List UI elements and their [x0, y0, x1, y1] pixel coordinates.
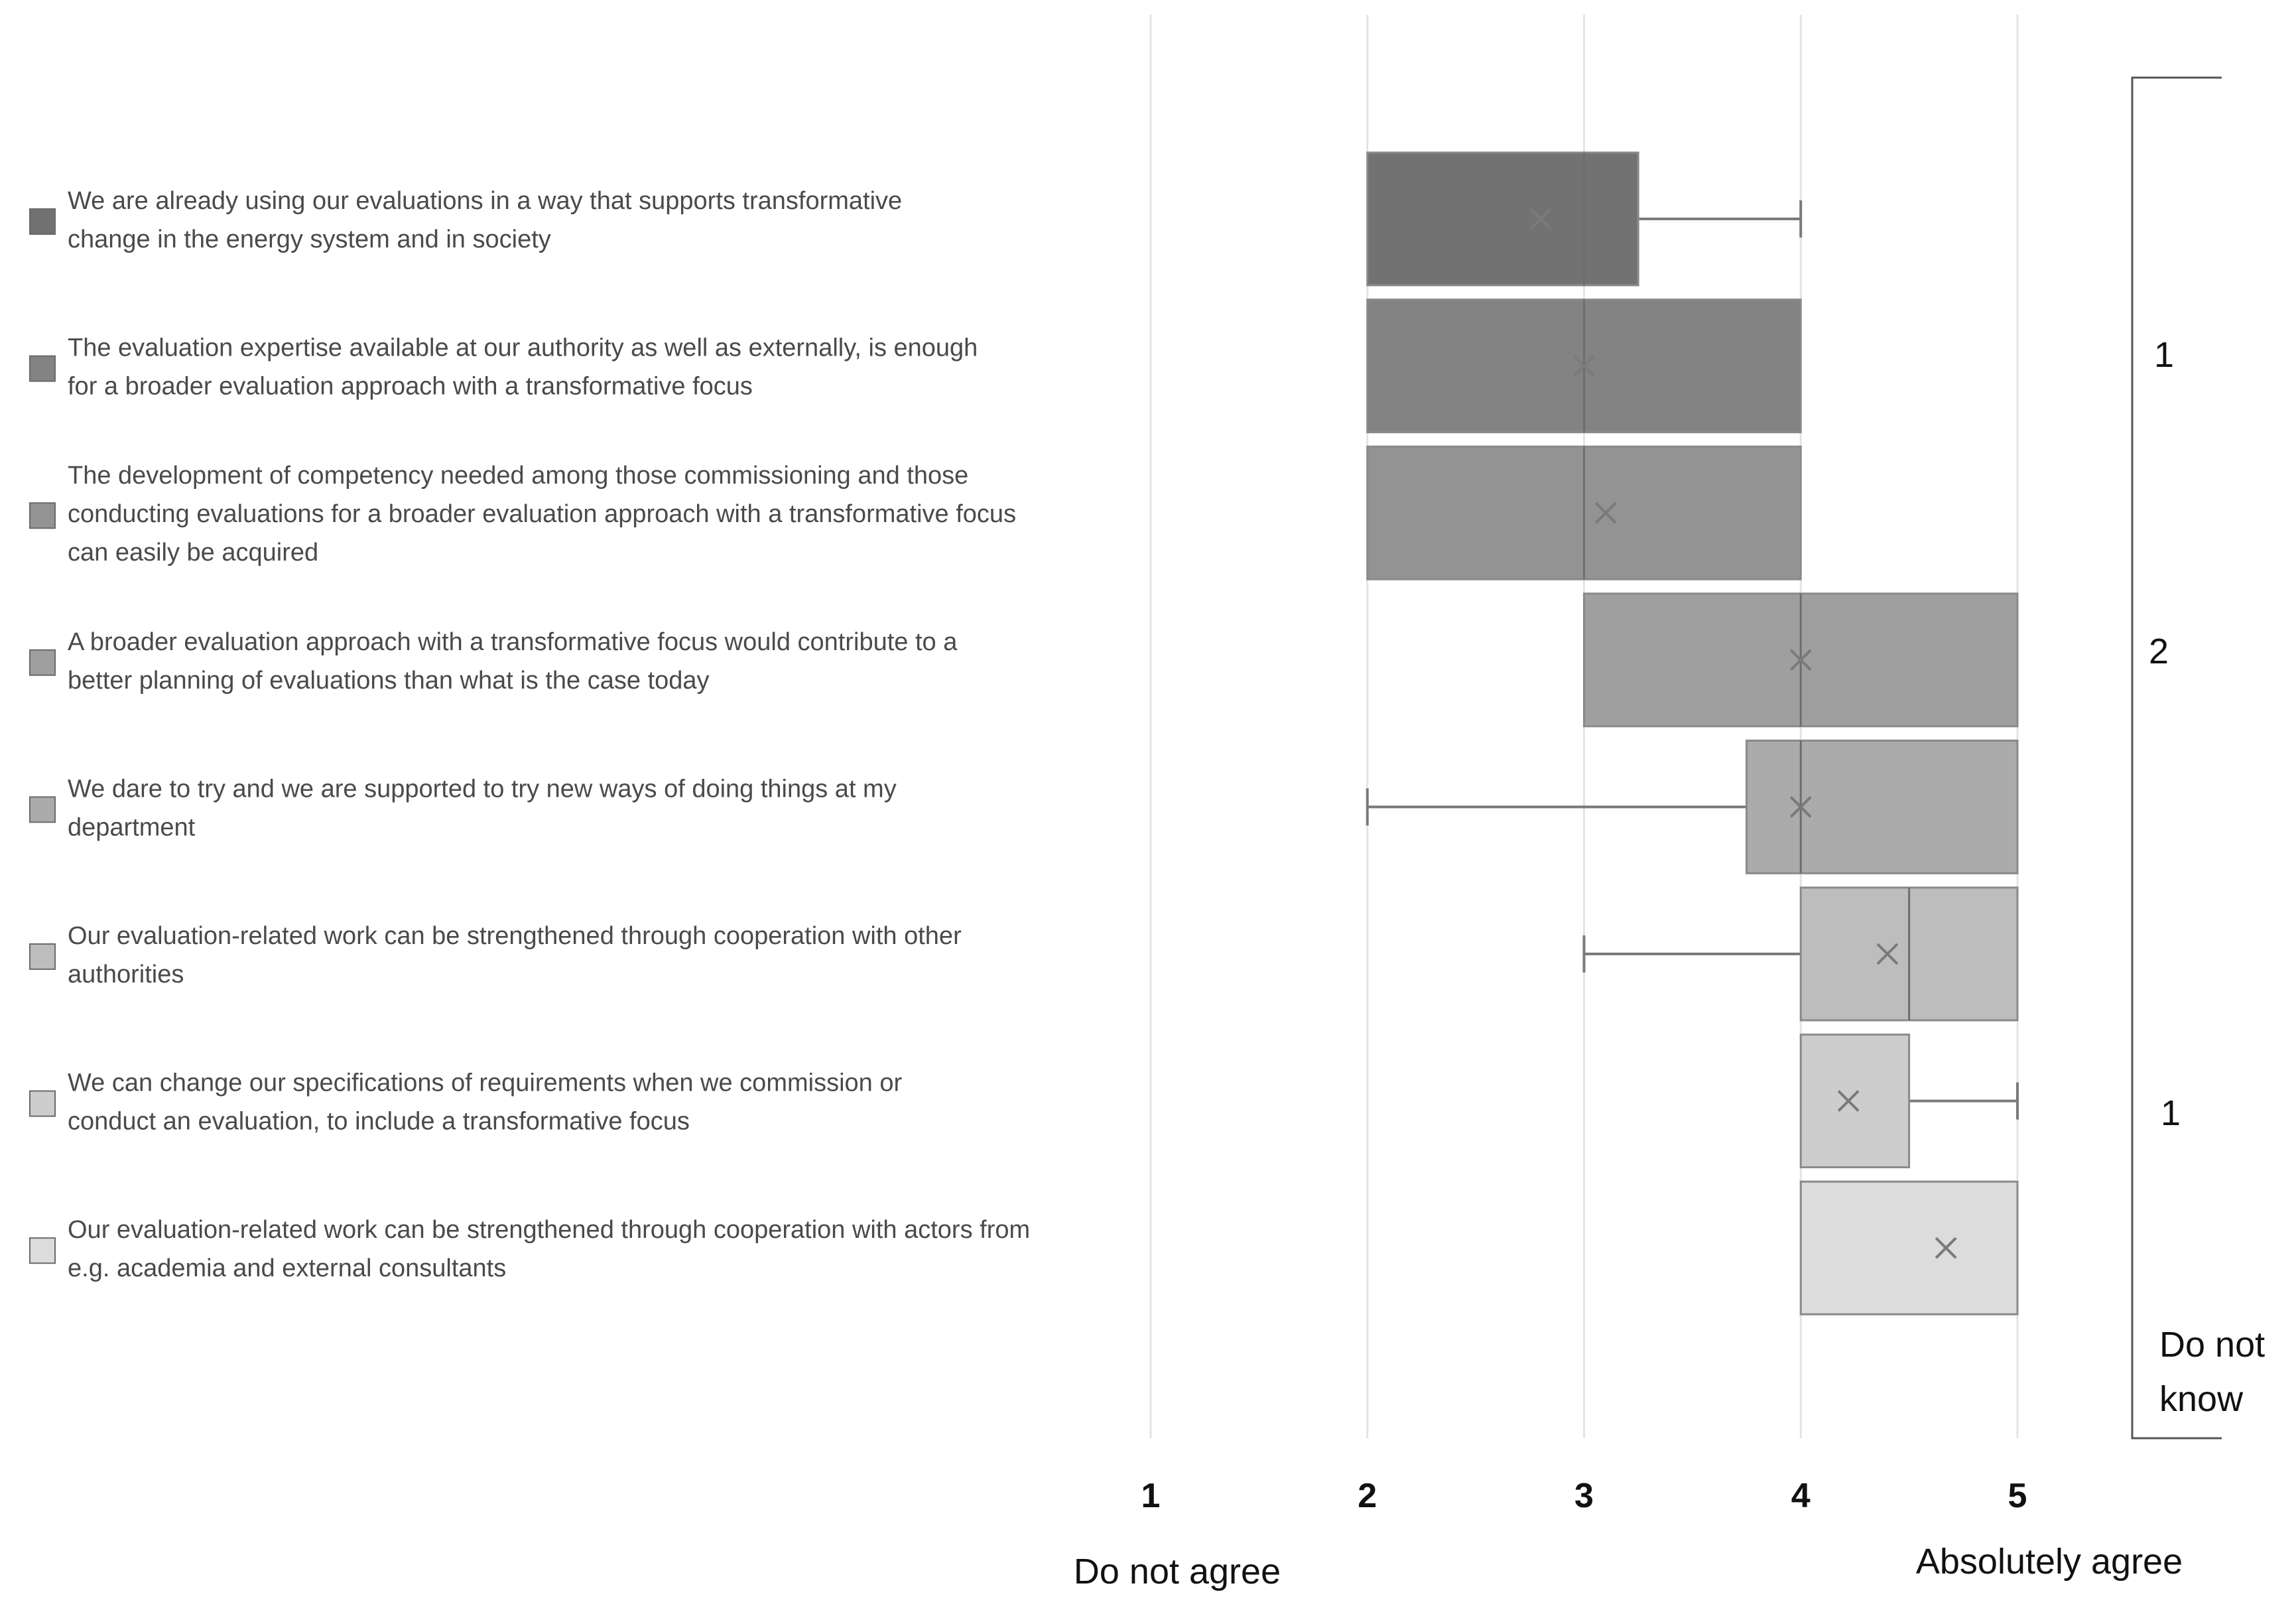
- box: [1366, 151, 1639, 287]
- legend-label: conducting evaluations for a broader eva…: [68, 500, 1016, 528]
- legend-label: Our evaluation-related work can be stren…: [68, 922, 962, 950]
- legend-swatch: [29, 943, 56, 970]
- side-label: know: [2159, 1379, 2244, 1419]
- mean-stroke: [1594, 502, 1617, 524]
- x-axis-high-label: Absolutely agree: [1916, 1542, 2183, 1582]
- legend-item: Our evaluation-related work can be stren…: [29, 922, 962, 988]
- legend-label: better planning of evaluations than what…: [68, 667, 710, 695]
- x-tick-label: 4: [1791, 1477, 1811, 1515]
- legend-label: department: [68, 813, 196, 841]
- group-bracket: 1 2 1 Do not know: [2131, 76, 2265, 1440]
- legend-label: The development of competency needed amo…: [68, 462, 968, 490]
- x-tick-label: 5: [2008, 1477, 2027, 1515]
- mean-marker: [1935, 1237, 1957, 1259]
- legend-swatch: [29, 796, 56, 823]
- legend-label: conduct an evaluation, to include a tran…: [68, 1108, 690, 1136]
- side-label: 1: [2154, 335, 2174, 375]
- box-item: [1799, 1180, 2019, 1315]
- legend-item: A broader evaluation approach with a tra…: [29, 628, 958, 695]
- legend-label: e.g. academia and external consultants: [68, 1254, 506, 1282]
- box: [1799, 1034, 1911, 1169]
- legend-swatch: [29, 502, 56, 529]
- legend-swatch: [29, 208, 56, 235]
- legend-item: Our evaluation-related work can be stren…: [29, 1216, 1030, 1282]
- mean-stroke: [1529, 208, 1552, 230]
- legend-label: for a broader evaluation approach with a…: [68, 373, 753, 401]
- mean-marker: [1789, 795, 1812, 818]
- legend-swatch: [29, 649, 56, 676]
- legend-swatch: [29, 1090, 56, 1117]
- legend-item: The development of competency needed amo…: [29, 462, 1016, 567]
- legend-item: We are already using our evaluations in …: [29, 187, 902, 253]
- legend-label: authorities: [68, 961, 184, 988]
- legend: We are already using our evaluations in …: [29, 187, 1030, 1282]
- x-axis: 1 2 3 4 5 Do not agree Absolutely agree: [1074, 1477, 2183, 1591]
- legend-label: The evaluation expertise available at ou…: [68, 334, 978, 362]
- side-label: Do not: [2159, 1325, 2265, 1365]
- box-item: [1366, 739, 2019, 874]
- box: [1746, 739, 2019, 874]
- x-tick-label: 2: [1358, 1477, 1377, 1515]
- mean-marker: [1594, 502, 1617, 524]
- legend-label: Our evaluation-related work can be stren…: [68, 1216, 1030, 1244]
- legend-label: We are already using our evaluations in …: [68, 187, 902, 215]
- side-label: 2: [2149, 632, 2169, 671]
- mean-stroke: [1935, 1237, 1957, 1259]
- mean-stroke: [1789, 795, 1812, 818]
- mean-stroke: [1789, 649, 1812, 671]
- legend-item: We dare to try and we are supported to t…: [29, 775, 897, 841]
- box: [1799, 1180, 2019, 1315]
- legend-item: The evaluation expertise available at ou…: [29, 334, 978, 401]
- legend-label: We dare to try and we are supported to t…: [68, 775, 897, 803]
- mean-marker: [1573, 355, 1595, 377]
- legend-swatch: [29, 355, 56, 382]
- mean-marker: [1789, 649, 1812, 671]
- legend-item: We can change our specifications of requ…: [29, 1069, 902, 1136]
- box-item: [1366, 151, 1803, 287]
- side-label: 1: [2161, 1093, 2181, 1133]
- mean-stroke: [1876, 943, 1899, 965]
- x-tick-label: 3: [1574, 1477, 1594, 1515]
- box-item: [1582, 886, 2019, 1022]
- x-tick-label: 1: [1141, 1477, 1161, 1515]
- bracket-line: [2131, 76, 2222, 1440]
- mean-marker: [1837, 1090, 1860, 1112]
- mean-marker: [1876, 943, 1899, 965]
- box-item: [1366, 299, 1802, 434]
- legend-label: can easily be acquired: [68, 539, 318, 567]
- mean-marker: [1529, 208, 1552, 230]
- box-item: [1366, 445, 1802, 580]
- legend-label: change in the energy system and in socie…: [68, 226, 551, 253]
- box-item: [1583, 592, 2019, 728]
- legend-label: We can change our specifications of requ…: [68, 1069, 902, 1097]
- x-axis-low-label: Do not agree: [1074, 1552, 1281, 1591]
- legend-label: A broader evaluation approach with a tra…: [68, 628, 958, 656]
- mean-stroke: [1573, 355, 1595, 377]
- box-series: [1366, 151, 2019, 1315]
- legend-swatch: [29, 1237, 56, 1264]
- mean-stroke: [1837, 1090, 1860, 1112]
- box-item: [1799, 1034, 2019, 1169]
